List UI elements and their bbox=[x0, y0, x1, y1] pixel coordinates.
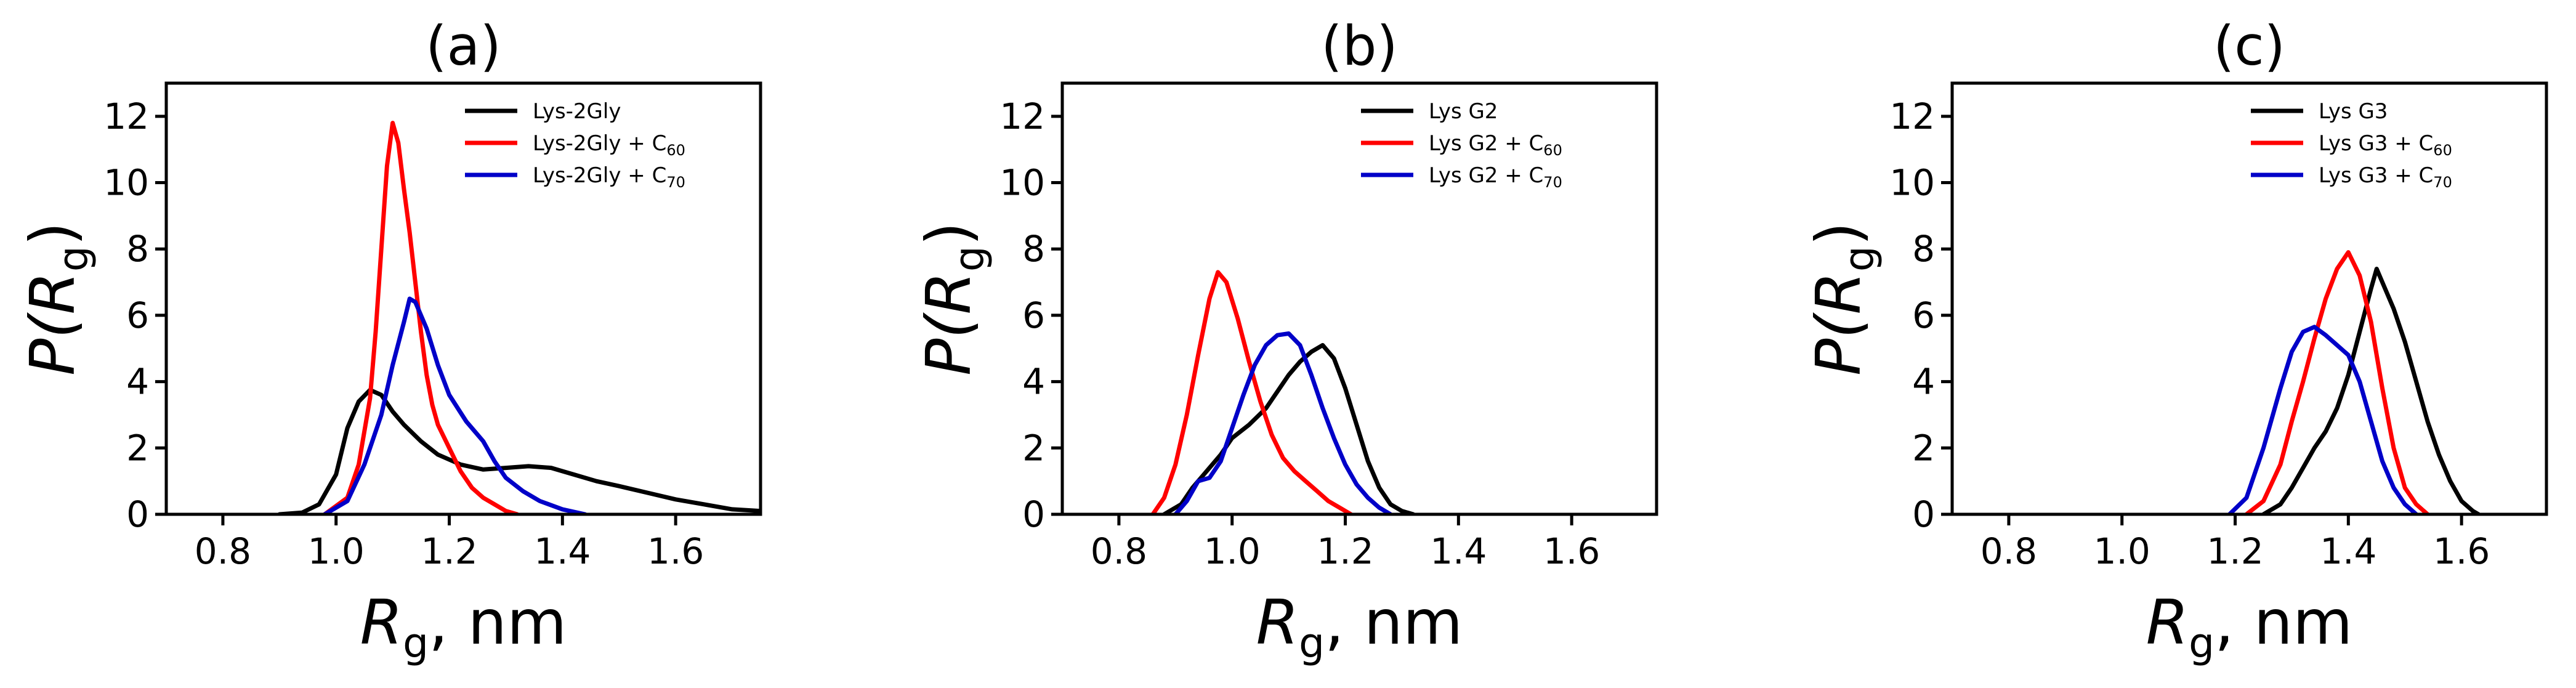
chart-title: (c) bbox=[2213, 14, 2285, 78]
series-line-1 bbox=[277, 387, 761, 514]
series-line-3 bbox=[2227, 325, 2419, 514]
series-line-3 bbox=[322, 296, 587, 514]
legend-label-1: Lys-2Gly bbox=[533, 99, 621, 124]
series-line-1 bbox=[1161, 342, 1416, 514]
x-tick-label: 1.0 bbox=[2094, 530, 2150, 572]
x-tick-label: 0.8 bbox=[1091, 530, 1147, 572]
y-tick-label: 6 bbox=[1022, 294, 1045, 336]
x-tick-label: 1.6 bbox=[1543, 530, 1600, 572]
x-tick-label: 1.2 bbox=[421, 530, 477, 572]
y-tick-label: 0 bbox=[126, 493, 149, 535]
chart-title: (b) bbox=[1321, 14, 1398, 78]
series-line-2 bbox=[322, 121, 520, 514]
legend-label-2: Lys G3 + C60 bbox=[2319, 131, 2452, 159]
x-axis-label: Rg, nm bbox=[1256, 586, 1463, 667]
chart-title: (a) bbox=[426, 14, 501, 78]
axes-frame bbox=[164, 81, 762, 516]
y-tick-label: 2 bbox=[1022, 427, 1045, 469]
y-tick-label: 8 bbox=[1022, 228, 1045, 270]
panel-2: 0.8 1.0 1.2 1.4 1.6 0 2 4 6 8 10 12 (b) Rg, nm P(Rg) Ly… bbox=[913, 14, 1658, 667]
x-tick-label: 0.8 bbox=[1980, 530, 2037, 572]
x-tick-label: 1.4 bbox=[2320, 530, 2376, 572]
y-axis-label: P(Rg) bbox=[17, 222, 97, 376]
panel-1: 0.8 1.0 1.2 1.4 1.6 0 2 4 6 8 10 12 (a) Rg, nm P(Rg) Ly… bbox=[17, 14, 762, 667]
y-tick-label: 8 bbox=[126, 228, 149, 270]
x-axis-label: Rg, nm bbox=[360, 586, 567, 667]
legend-label-3: Lys-2Gly + C70 bbox=[533, 163, 685, 191]
legend: Lys G3 Lys G3 + C60 Lys G3 + C70 bbox=[2251, 99, 2452, 191]
y-tick-label: 4 bbox=[1912, 361, 1935, 403]
x-tick-label: 1.4 bbox=[534, 530, 591, 572]
legend-label-2: Lys-2Gly + C60 bbox=[533, 131, 685, 159]
y-tick-label: 8 bbox=[1912, 228, 1935, 270]
legend: Lys-2Gly Lys-2Gly + C60 Lys-2Gly + C70 bbox=[465, 99, 685, 191]
y-tick-label: 12 bbox=[1889, 95, 1935, 137]
y-tick-label: 4 bbox=[1022, 361, 1045, 403]
x-tick-label: 1.0 bbox=[1204, 530, 1261, 572]
x-axis-label: Rg, nm bbox=[2146, 586, 2353, 667]
y-tick-label: 10 bbox=[999, 162, 1045, 204]
axes-frame bbox=[1060, 81, 1658, 516]
y-tick-label: 4 bbox=[126, 361, 149, 403]
series-line-2 bbox=[2244, 250, 2430, 514]
legend-label-3: Lys G2 + C70 bbox=[1429, 163, 1562, 191]
x-tick-label: 1.2 bbox=[1317, 530, 1373, 572]
axes-frame bbox=[1950, 81, 2548, 516]
plot-area bbox=[1150, 270, 1416, 514]
series-line-3 bbox=[1173, 331, 1393, 514]
legend: Lys G2 Lys G2 + C60 Lys G2 + C70 bbox=[1361, 99, 1562, 191]
y-tick-label: 10 bbox=[1889, 162, 1935, 204]
plot-area bbox=[2227, 250, 2481, 514]
series-line-1 bbox=[2261, 267, 2481, 514]
y-tick-label: 2 bbox=[1912, 427, 1935, 469]
y-axis-label: P(Rg) bbox=[1803, 222, 1883, 376]
legend-label-2: Lys G2 + C60 bbox=[1429, 131, 1562, 159]
y-tick-label: 6 bbox=[1912, 294, 1935, 336]
legend-label-1: Lys G3 bbox=[2319, 99, 2388, 124]
x-tick-label: 1.6 bbox=[2433, 530, 2490, 572]
x-tick-label: 1.2 bbox=[2207, 530, 2263, 572]
y-tick-label: 0 bbox=[1912, 493, 1935, 535]
y-tick-label: 6 bbox=[126, 294, 149, 336]
x-tick-label: 1.0 bbox=[308, 530, 365, 572]
x-tick-label: 1.4 bbox=[1430, 530, 1487, 572]
y-tick-label: 2 bbox=[126, 427, 149, 469]
y-axis-label: P(Rg) bbox=[913, 222, 993, 376]
y-tick-label: 0 bbox=[1022, 493, 1045, 535]
y-tick-label: 12 bbox=[999, 95, 1045, 137]
plot-area bbox=[277, 121, 761, 514]
legend-label-3: Lys G3 + C70 bbox=[2319, 163, 2452, 191]
x-tick-label: 1.6 bbox=[647, 530, 704, 572]
y-tick-label: 10 bbox=[103, 162, 149, 204]
panel-3: 0.8 1.0 1.2 1.4 1.6 0 2 4 6 8 10 12 (c) Rg, nm P(Rg) Ly… bbox=[1803, 14, 2548, 667]
x-tick-label: 0.8 bbox=[195, 530, 251, 572]
y-tick-label: 12 bbox=[103, 95, 149, 137]
legend-label-1: Lys G2 bbox=[1429, 99, 1498, 124]
series-line-2 bbox=[1150, 270, 1354, 514]
